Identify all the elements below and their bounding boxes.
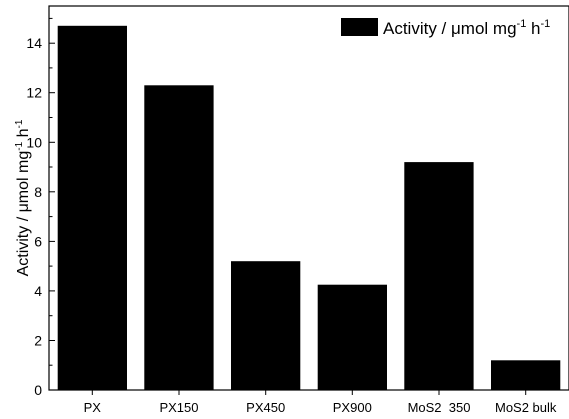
bar-px450 [231, 261, 301, 390]
y-tick-label: 2 [34, 333, 42, 349]
x-tick-label: PX900 [333, 400, 372, 414]
y-tick-label: 12 [26, 85, 42, 101]
x-tick-label: PX150 [159, 400, 198, 414]
legend: Activity / μmol mg-1 h-1 [341, 18, 550, 38]
x-tick-label: PX [84, 400, 102, 414]
legend-swatch [341, 18, 378, 36]
y-tick-label: 8 [34, 184, 42, 200]
legend-label: Activity / μmol mg-1 h-1 [383, 18, 550, 38]
y-tick-label: 10 [26, 134, 42, 150]
bar-mos2-bulk [491, 360, 561, 390]
bar-mos2-350 [404, 162, 474, 390]
plot-frame [48, 5, 569, 391]
bar-px [57, 25, 128, 391]
x-tick-label: MoS2 bulk [495, 400, 557, 414]
bars-layer [57, 25, 561, 391]
axes-layer: 0 2 4 6 8 10 12 14 PX PX150 PX450 PX900 MoS2 350 MoS2… [26, 17, 557, 415]
y-tick-label: 6 [34, 233, 42, 249]
x-tick-label: PX450 [246, 400, 285, 414]
y-tick-label: 14 [26, 35, 42, 51]
y-tick-label: 4 [34, 283, 42, 299]
x-tick-label: MoS2 350 [408, 400, 471, 414]
y-axis-label: Activity / μmol mg-1 h-1 [14, 119, 32, 276]
y-tick-label: 0 [34, 382, 42, 398]
bar-px900 [317, 284, 387, 390]
bar-px150 [144, 85, 214, 391]
